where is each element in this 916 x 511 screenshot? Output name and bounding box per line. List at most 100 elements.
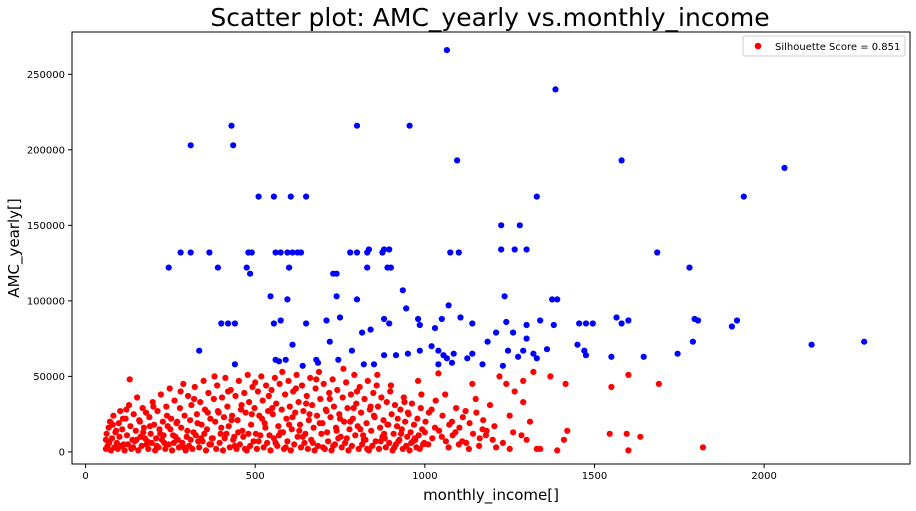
blue-point [533, 193, 540, 200]
red-point [320, 380, 327, 387]
red-point [164, 423, 171, 430]
red-point [372, 438, 379, 445]
blue-point [582, 320, 590, 327]
blue-point [550, 321, 557, 329]
red-point [347, 391, 354, 398]
blue-point [576, 320, 583, 327]
red-point [326, 389, 333, 397]
red-point [287, 447, 294, 454]
red-point [268, 386, 275, 394]
red-point [222, 374, 229, 381]
red-point [112, 429, 119, 436]
blue-point [187, 142, 194, 149]
red-point [562, 380, 569, 387]
x-tick-label: 0 [82, 471, 88, 482]
red-point [511, 388, 518, 395]
red-point [387, 382, 394, 389]
red-point [397, 406, 404, 413]
red-point [325, 438, 332, 445]
red-point [554, 447, 561, 454]
red-point [248, 421, 255, 428]
blue-point [386, 320, 393, 327]
blue-point [284, 249, 291, 256]
blue-point [196, 347, 203, 354]
red-point [489, 436, 496, 443]
red-point [345, 447, 352, 454]
red-point [258, 373, 265, 380]
red-point [218, 424, 225, 431]
blue-point [516, 222, 523, 229]
blue-point [297, 249, 305, 256]
red-point [354, 423, 361, 430]
red-point [173, 420, 180, 427]
red-point [259, 397, 266, 404]
blue-point [443, 47, 450, 54]
red-point [560, 436, 568, 443]
red-point [217, 430, 224, 437]
blue-point [503, 318, 510, 326]
blue-point [469, 320, 476, 327]
plot-frame [71, 31, 911, 465]
red-point [315, 368, 323, 375]
y-tick-label: 150000 [27, 221, 65, 232]
red-point [442, 438, 449, 445]
red-point [220, 414, 228, 421]
red-point [499, 439, 506, 446]
red-point [191, 383, 198, 391]
red-point [496, 373, 503, 380]
blue-point [457, 314, 464, 321]
blue-point [654, 249, 661, 256]
blue-point [728, 323, 736, 330]
red-point [240, 433, 247, 440]
red-point [359, 441, 366, 448]
red-point [469, 380, 476, 387]
red-point [462, 408, 469, 415]
red-point [232, 392, 239, 400]
red-point [334, 386, 341, 394]
red-point [210, 395, 217, 403]
red-point [223, 430, 230, 437]
red-point [267, 447, 274, 454]
blue-point [386, 246, 393, 253]
blue-point [381, 352, 388, 359]
red-point [322, 406, 329, 413]
blue-point [228, 122, 235, 129]
blue-point [336, 314, 344, 321]
blue-point [520, 347, 527, 354]
red-point [122, 415, 129, 422]
red-point [291, 441, 298, 448]
red-point [402, 418, 409, 425]
y-tick-label: 250000 [27, 70, 65, 81]
red-point [243, 447, 250, 454]
red-point [389, 447, 396, 454]
red-point [476, 442, 483, 449]
blue-point [498, 222, 505, 229]
red-point [355, 445, 362, 452]
blue-point [314, 359, 322, 366]
blue-point [392, 352, 400, 359]
red-point [371, 414, 378, 421]
blue-point [353, 249, 361, 256]
red-point [348, 442, 355, 449]
red-point [305, 417, 312, 424]
red-point [377, 424, 384, 431]
red-point [182, 447, 189, 454]
red-point [120, 441, 127, 448]
red-point [414, 415, 421, 422]
blue-point [552, 86, 559, 93]
red-point [339, 394, 346, 401]
red-point [108, 435, 116, 442]
red-point [285, 377, 292, 384]
red-point [226, 444, 233, 451]
blue-point [484, 338, 491, 345]
blue-point [438, 315, 445, 323]
blue-point [231, 320, 238, 327]
y-axis-ticks: 0 50000 100000 150000 200000 250000 [27, 70, 72, 458]
red-point [383, 399, 390, 406]
red-point [300, 408, 307, 415]
red-point [184, 392, 192, 400]
red-point [119, 426, 126, 433]
red-point [403, 442, 410, 449]
red-point [699, 444, 707, 451]
red-point [279, 368, 286, 375]
